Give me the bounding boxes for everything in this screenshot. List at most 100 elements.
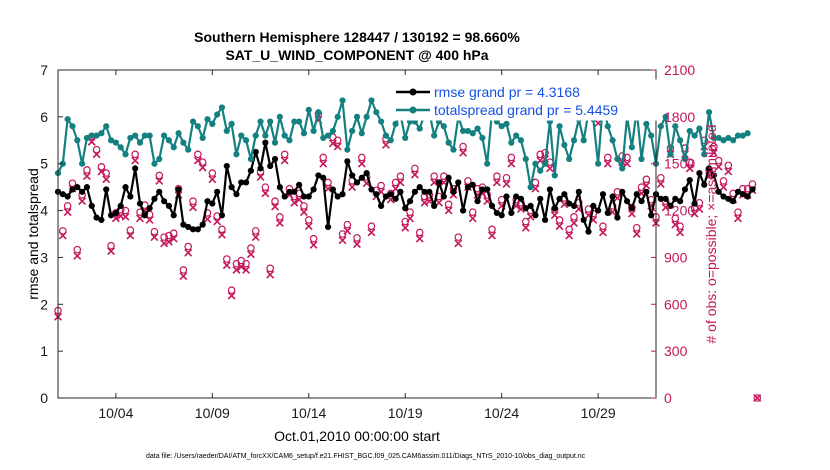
series-point-totalspread [479, 134, 486, 142]
series-point-totalspread [88, 132, 95, 139]
y-right-tick-label: 900 [664, 249, 688, 265]
series-point-rmse [421, 188, 428, 195]
obs-assimilated-marker [319, 159, 328, 168]
obs-possible-marker [194, 150, 202, 159]
series-point-totalspread [696, 125, 703, 132]
series-point-totalspread [368, 97, 375, 104]
series-point-totalspread [445, 139, 452, 146]
series-point-totalspread [513, 132, 520, 139]
series-point-rmse [209, 200, 216, 207]
series-point-rmse [117, 202, 124, 209]
obs-assimilated-marker [189, 203, 197, 212]
obs-possible-marker [208, 169, 217, 177]
series-point-totalspread [247, 155, 255, 163]
series-point-rmse [344, 158, 351, 165]
series-point-rmse [614, 214, 621, 221]
obs-possible-marker [415, 228, 424, 237]
series-point-rmse [493, 209, 500, 217]
obs-assimilated-marker [459, 148, 468, 157]
obs-assimilated-marker [598, 228, 607, 237]
y-tick-label: 2 [40, 296, 48, 312]
obs-assimilated-marker [444, 206, 453, 215]
series-point-rmse [513, 193, 520, 200]
obs-possible-marker [333, 136, 342, 145]
obs-assimilated-marker [676, 228, 685, 237]
series-point-totalspread [180, 139, 187, 146]
series-point-rmse [141, 212, 148, 219]
obs-possible-marker [657, 173, 665, 182]
series-point-rmse [64, 193, 71, 200]
series-point-totalspread [681, 155, 689, 163]
series-point-totalspread [122, 151, 129, 158]
series-point-totalspread [199, 134, 206, 142]
series-point-totalspread [648, 132, 655, 139]
series-point-rmse [479, 186, 486, 193]
series-point-rmse [271, 155, 279, 163]
obs-assimilated-marker [97, 167, 106, 176]
series-point-totalspread [291, 118, 298, 125]
series-point-rmse [701, 181, 708, 188]
obs-assimilated-marker [275, 219, 284, 228]
obs-possible-marker [169, 229, 178, 238]
obs-assimilated-marker [246, 250, 255, 259]
series-point-totalspread [662, 113, 669, 120]
obs-assimilated-marker [242, 265, 251, 274]
series-point-rmse [247, 167, 255, 174]
series-point-totalspread [715, 134, 722, 142]
series-point-rmse [238, 179, 245, 186]
series-point-rmse [662, 195, 669, 202]
series-point-rmse [648, 212, 655, 219]
obs-possible-marker [179, 266, 188, 274]
obs-assimilated-marker [695, 205, 704, 213]
y-right-tick-label: 1500 [664, 156, 695, 172]
series-point-totalspread [392, 120, 399, 127]
series-point-totalspread [701, 151, 708, 158]
series-point-rmse [575, 188, 582, 195]
obs-assimilated-marker [328, 139, 337, 148]
obs-assimilated-marker [401, 223, 410, 232]
obs-assimilated-marker [642, 181, 651, 190]
series-point-rmse [691, 200, 698, 207]
series-point-rmse [464, 184, 472, 191]
series-point-rmse [397, 188, 404, 195]
obs-possible-marker [719, 177, 728, 185]
series-point-rmse [599, 191, 607, 198]
obs-possible-marker [430, 172, 438, 181]
obs-possible-marker [570, 213, 578, 221]
series-point-totalspread [204, 116, 211, 123]
series-point-totalspread [334, 113, 341, 120]
obs-assimilated-marker [290, 198, 299, 207]
series-point-rmse [503, 193, 510, 200]
obs-assimilated-marker [266, 270, 275, 279]
obs-assimilated-marker [671, 220, 680, 229]
series-point-totalspread [657, 123, 664, 130]
obs-assimilated-marker [251, 233, 260, 242]
series-point-totalspread [353, 113, 361, 120]
series-point-rmse [392, 195, 399, 202]
obs-assimilated-marker [734, 214, 742, 223]
series-point-totalspread [566, 155, 573, 163]
y-right-tick-label: 600 [664, 296, 688, 312]
obs-possible-marker [343, 220, 352, 229]
series-point-rmse [508, 209, 515, 217]
series-point-rmse [69, 186, 76, 193]
series-point-rmse [382, 193, 390, 200]
axis-ticks: 10/04 10/09 10/14 10/19 10/24 10/29 0 1 2 3 4 5 6 7 0 3… [40, 62, 695, 421]
series-point-rmse [455, 179, 462, 186]
series-point-rmse [194, 226, 201, 233]
obs-assimilated-marker [63, 208, 72, 217]
series-point-totalspread [175, 130, 182, 137]
obs-possible-marker [83, 166, 91, 174]
series-point-totalspread [160, 132, 168, 139]
series-point-totalspread [349, 127, 356, 135]
obs-possible-marker [280, 150, 289, 159]
series-point-rmse [734, 188, 742, 195]
series-point-totalspread [83, 134, 91, 142]
y-tick-label: 1 [40, 343, 48, 359]
series-point-rmse [88, 202, 95, 209]
series-point-totalspread [619, 165, 626, 172]
obs-assimilated-marker [107, 247, 116, 256]
series-point-totalspread [459, 127, 467, 135]
series-point-totalspread [551, 172, 558, 179]
obs-possible-marker [150, 227, 159, 236]
